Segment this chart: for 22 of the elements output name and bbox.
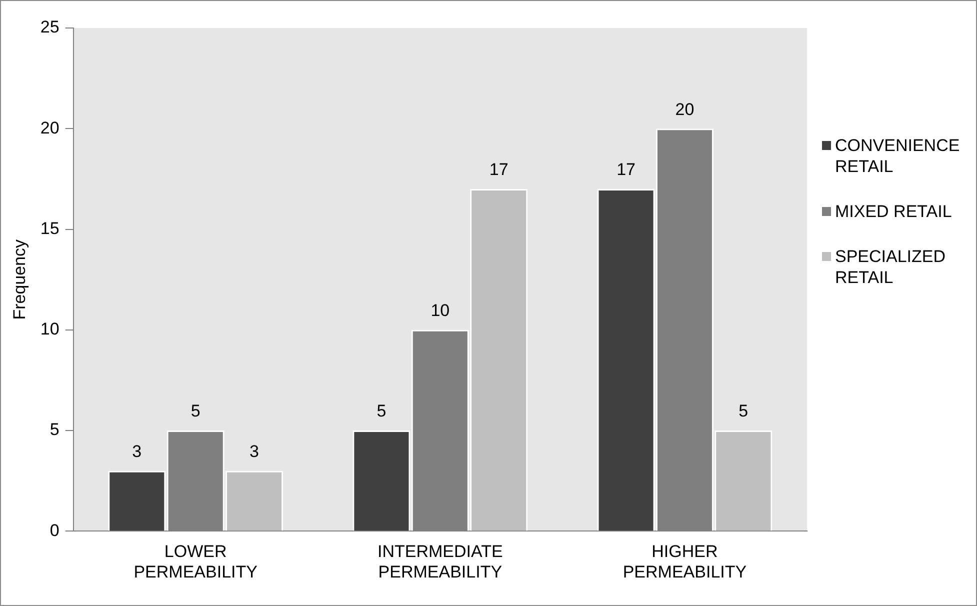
- legend-label: CONVENIENCE RETAIL: [835, 135, 961, 177]
- data-label: 20: [675, 100, 694, 119]
- data-label: 17: [489, 160, 508, 180]
- y-tick-label: 25: [40, 18, 60, 37]
- y-tick-label: 10: [40, 320, 60, 339]
- data-label: 3: [250, 442, 260, 462]
- x-tick-label: LOWER PERMEABILITY: [134, 542, 258, 582]
- data-label: 5: [738, 402, 748, 421]
- data-label: 5: [376, 402, 386, 421]
- y-tick-label: 15: [40, 218, 60, 238]
- y-axis-title: Frequency: [10, 238, 29, 320]
- y-tick-label: 0: [50, 520, 60, 540]
- x-tick-label: INTERMEDIATE PERMEABILITY: [378, 542, 503, 582]
- data-label: 5: [190, 402, 200, 421]
- y-tick-label: 5: [50, 420, 60, 440]
- data-label: 10: [430, 301, 450, 320]
- data-label: 17: [616, 160, 636, 180]
- x-tick-label: HIGHER PERMEABILITY: [622, 542, 747, 582]
- legend-label: MIXED RETAIL: [835, 201, 952, 222]
- y-tick-label: 20: [40, 118, 60, 138]
- data-label: 3: [132, 442, 142, 462]
- legend-label: SPECIALIZED RETAIL: [835, 246, 947, 288]
